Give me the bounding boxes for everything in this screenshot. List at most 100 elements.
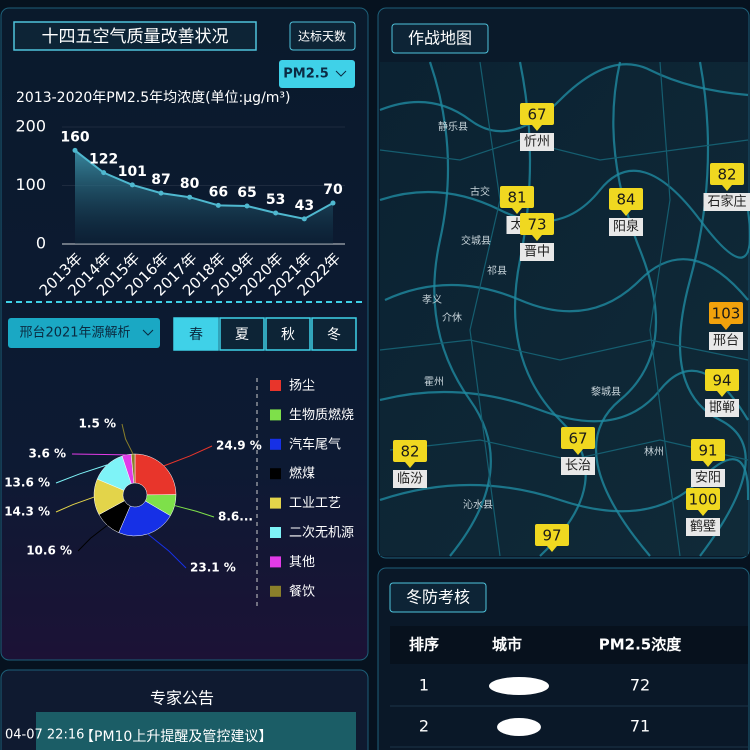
- y-tick-label: 0: [36, 234, 46, 253]
- table-cell: 72: [630, 676, 650, 695]
- season-label[interactable]: 夏: [235, 327, 249, 343]
- chart-title: 2013-2020年PM2.5年均浓度(单位:μg/m³): [16, 90, 291, 106]
- legend-label: 餐饮: [289, 583, 315, 599]
- marker-value[interactable]: 82: [717, 166, 736, 184]
- marker-value[interactable]: 84: [616, 191, 635, 209]
- marker-name: 忻州: [524, 135, 550, 150]
- marker-box[interactable]: [535, 524, 569, 546]
- marker-pointer: [721, 324, 731, 330]
- marker-box[interactable]: [561, 427, 595, 449]
- value-label: 53: [266, 192, 285, 208]
- marker-pointer: [532, 125, 542, 131]
- season-label[interactable]: 春: [189, 327, 203, 343]
- legend-swatch: [270, 585, 281, 597]
- panel-title: 冬防考核: [406, 588, 470, 607]
- marker-name: 邯郸: [709, 401, 735, 416]
- table-cell: 2: [419, 717, 429, 736]
- marker-value[interactable]: 94: [712, 372, 731, 390]
- season-button[interactable]: [219, 317, 265, 351]
- panel-title: 作战地图: [408, 29, 472, 48]
- table-header-cell: 排序: [409, 636, 439, 654]
- marker-box[interactable]: [520, 103, 554, 125]
- marker-value[interactable]: 100: [689, 491, 718, 509]
- marker-box[interactable]: [500, 186, 534, 208]
- marker-box[interactable]: [609, 188, 643, 210]
- place-label: 交城县: [461, 234, 491, 247]
- legend-label: 二次无机源: [289, 525, 354, 541]
- marker-pointer: [573, 449, 583, 455]
- notice-bar[interactable]: [36, 712, 356, 750]
- notice-time: 04-07 22:16: [5, 728, 84, 743]
- marker-name: 长治: [565, 459, 591, 474]
- marker-box[interactable]: [710, 163, 744, 185]
- marker-box[interactable]: [709, 302, 743, 324]
- tab-label[interactable]: 达标天数: [298, 29, 346, 44]
- marker-value[interactable]: 81: [507, 189, 526, 207]
- season-label[interactable]: 冬: [327, 327, 341, 343]
- value-label: 70: [323, 182, 343, 198]
- dropdown-label[interactable]: PM2.5: [283, 67, 329, 82]
- redacted-city: [489, 677, 549, 695]
- leader-line: [147, 533, 187, 569]
- marker-name: 石家庄: [707, 194, 746, 210]
- value-label: 87: [151, 172, 170, 188]
- season-button[interactable]: [265, 317, 311, 351]
- marker-name-box: [520, 243, 554, 261]
- marker-box[interactable]: [686, 488, 720, 510]
- marker-value[interactable]: 73: [527, 216, 546, 234]
- place-label: 静乐县: [438, 120, 468, 133]
- pie-slice: [134, 453, 177, 496]
- marker-pointer: [722, 185, 732, 191]
- place-label: 祁县: [487, 264, 507, 277]
- leader-line: [121, 423, 134, 455]
- title-box: [391, 23, 489, 54]
- marker-pointer: [405, 462, 415, 468]
- point: [101, 170, 107, 176]
- legend-label: 燃煤: [289, 466, 315, 482]
- table-header-cell: 城市: [492, 636, 522, 654]
- marker-pointer: [698, 510, 708, 516]
- dropdown[interactable]: [8, 318, 160, 348]
- marker-name-box: [520, 133, 554, 151]
- legend-swatch: [270, 468, 281, 480]
- roads: [379, 61, 750, 557]
- point: [72, 147, 78, 153]
- marker-box[interactable]: [705, 369, 739, 391]
- marker-name-box: [686, 518, 720, 536]
- legend-swatch: [270, 438, 281, 450]
- notice-text[interactable]: 【PM10上升提醒及管控建议】: [80, 729, 272, 745]
- point: [187, 194, 193, 200]
- marker-value[interactable]: 97: [542, 527, 561, 545]
- point: [244, 203, 250, 209]
- place-label: 古交: [470, 185, 490, 198]
- marker-box[interactable]: [520, 213, 554, 235]
- leader-line: [55, 464, 108, 484]
- place-label: 孝义: [422, 294, 442, 306]
- dropdown-label[interactable]: 邢台2021年源解析: [19, 326, 130, 341]
- season-button[interactable]: [173, 317, 219, 351]
- legend-label: 工业工艺: [289, 496, 341, 511]
- marker-name-box: [709, 332, 743, 350]
- point: [273, 210, 279, 216]
- season-button[interactable]: [311, 317, 357, 351]
- marker-box[interactable]: [691, 439, 725, 461]
- marker-value[interactable]: 67: [568, 430, 587, 448]
- marker-value[interactable]: 103: [712, 305, 741, 323]
- legend-label: 扬尘: [289, 379, 315, 394]
- marker-value[interactable]: 82: [400, 443, 419, 461]
- tab[interactable]: [289, 21, 356, 51]
- marker-box[interactable]: [393, 440, 427, 462]
- dropdown-arrow: [142, 329, 154, 336]
- marker-value[interactable]: 91: [698, 442, 717, 460]
- point: [129, 182, 135, 188]
- value-label: 65: [237, 185, 256, 201]
- place-label: 沁水县: [463, 499, 493, 511]
- place-label: 霍州: [424, 376, 444, 388]
- value-label: 3.6 %: [29, 447, 66, 461]
- table-header-cell: PM2.5浓度: [599, 636, 682, 654]
- dropdown[interactable]: [279, 60, 355, 88]
- marker-value[interactable]: 67: [527, 106, 546, 124]
- legend-label: 汽车尾气: [289, 436, 341, 452]
- season-label[interactable]: 秋: [281, 327, 295, 343]
